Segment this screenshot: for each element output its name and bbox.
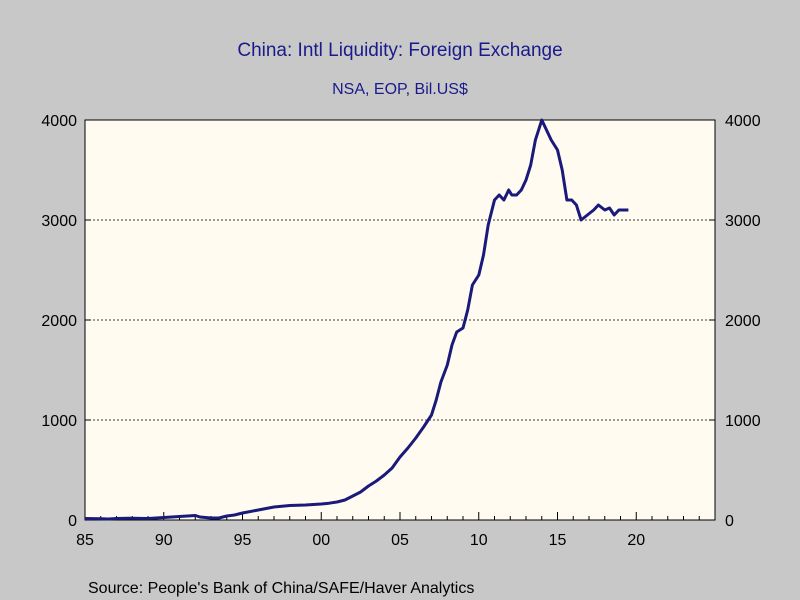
y-tick-label-left: 0 [68,513,77,530]
x-tick-label: 90 [155,532,173,549]
x-tick-label: 05 [391,532,409,549]
y-tick-label-right: 2000 [725,313,761,330]
x-tick-label: 95 [234,532,252,549]
x-tick-label: 85 [76,532,94,549]
x-tick-label: 20 [627,532,645,549]
grid-lines [85,219,715,421]
y-tick-label-left: 4000 [41,113,77,130]
x-tick-label: 10 [470,532,488,549]
source-note: Source: People's Bank of China/SAFE/Have… [88,580,474,597]
plot-area [84,119,716,521]
y-tick-label-right: 0 [725,513,734,530]
y-tick-label-left: 2000 [41,313,77,330]
y-tick-label-right: 1000 [725,413,761,430]
y-tick-label-left: 3000 [41,213,77,230]
y-tick-label-left: 1000 [41,413,77,430]
x-axis: 85 90 95 00 05 10 15 20 [76,512,716,549]
y-tick-label-right: 4000 [725,113,761,130]
y-axis-right: 0 1000 2000 3000 4000 [709,113,761,530]
y-tick-label-right: 3000 [725,213,761,230]
y-axis-left: 0 1000 2000 3000 4000 [41,113,91,530]
series-line-foreign-exchange [84,118,629,521]
chart-subtitle: NSA, EOP, Bil.US$ [332,81,468,98]
chart-title: China: Intl Liquidity: Foreign Exchange [237,40,562,61]
x-tick-label: 15 [549,532,567,549]
x-tick-label: 00 [312,532,330,549]
